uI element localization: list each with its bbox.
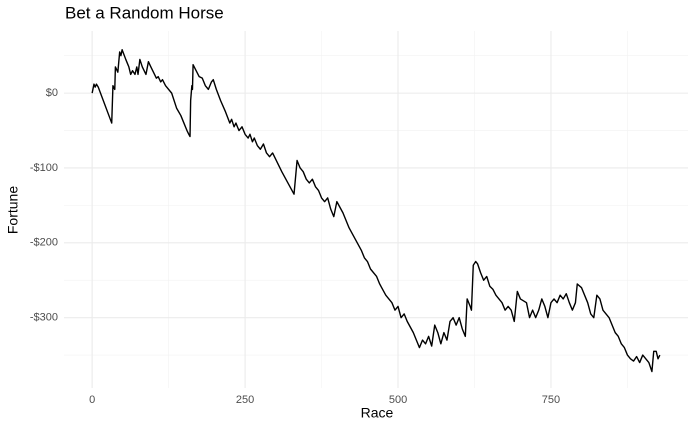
- x-tick-label: 500: [389, 394, 407, 406]
- y-tick-label: -$200: [30, 237, 58, 249]
- y-tick-label: -$100: [30, 162, 58, 174]
- y-axis-label: Fortune: [5, 186, 21, 234]
- x-tick-label: 750: [542, 394, 560, 406]
- x-tick-label: 0: [89, 394, 95, 406]
- y-tick-label: -$300: [30, 312, 58, 324]
- line: [91, 49, 661, 373]
- x-tick-label: 250: [236, 394, 254, 406]
- y-tick-label: $0: [46, 87, 58, 99]
- x-axis-label: Race: [361, 405, 394, 421]
- chart-title: Bet a Random Horse: [65, 3, 224, 22]
